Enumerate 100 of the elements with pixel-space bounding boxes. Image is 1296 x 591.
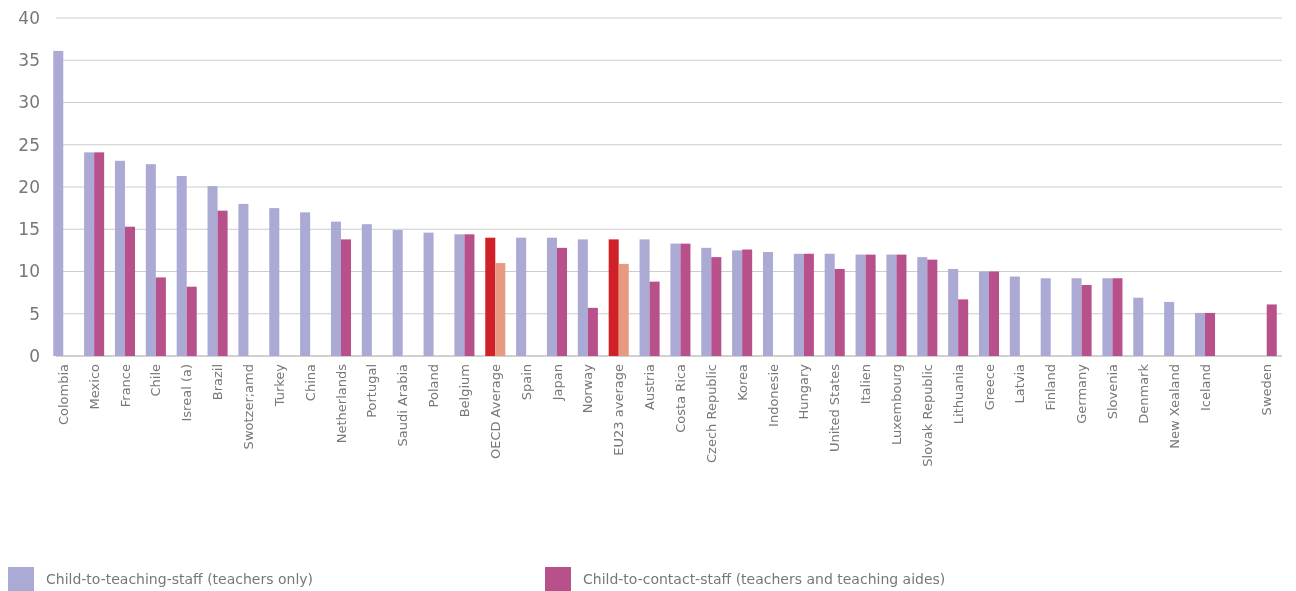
- y-tick-label: 0: [29, 345, 40, 366]
- bar: [176, 176, 187, 356]
- bar: [1133, 297, 1144, 356]
- y-tick-label: 15: [18, 219, 40, 240]
- x-tick-label: OECD Average: [487, 364, 503, 460]
- bar: [649, 281, 660, 356]
- x-tick-label: Greece: [981, 364, 997, 411]
- x-tick-label: Portugal: [364, 364, 380, 418]
- bar: [680, 243, 691, 356]
- bar: [701, 247, 712, 356]
- x-tick-label: Poland: [426, 364, 442, 408]
- bar: [423, 232, 434, 356]
- bar: [1164, 301, 1175, 356]
- bar: [834, 268, 845, 356]
- bar: [762, 252, 773, 356]
- bar: [865, 254, 876, 356]
- bar: [94, 152, 105, 356]
- x-tick-label: Japan: [549, 364, 565, 402]
- bar: [1205, 312, 1216, 356]
- y-tick-label: 30: [18, 92, 40, 113]
- x-tick-label: Indonesie: [765, 364, 781, 427]
- bar: [927, 259, 938, 356]
- x-tick-label: Isreal (a): [179, 364, 195, 422]
- legend-label: Child-to-teaching-staff (teachers only): [46, 570, 314, 587]
- x-tick-label: Norway: [580, 363, 596, 414]
- bar: [300, 212, 311, 356]
- x-tick-label: France: [117, 364, 133, 408]
- y-tick-label: 40: [18, 7, 40, 28]
- x-tick-label: Brazil: [210, 364, 226, 401]
- bar: [886, 254, 897, 356]
- x-tick-label: Netherlands: [333, 363, 349, 444]
- x-tick-label: Spain: [518, 364, 534, 401]
- x-tick-label: New Xealand: [1166, 364, 1182, 449]
- bar: [186, 286, 197, 356]
- bar: [361, 224, 372, 356]
- bar: [742, 249, 753, 356]
- x-tick-label: Costa Rica: [672, 364, 688, 433]
- x-tick-label: Germany: [1074, 363, 1090, 424]
- bar: [238, 203, 249, 356]
- bar: [948, 268, 959, 356]
- x-tick-label: Belgium: [456, 364, 472, 418]
- bar: [618, 263, 629, 356]
- bar: [803, 253, 814, 356]
- bar: [1040, 278, 1051, 356]
- bar: [84, 152, 95, 356]
- x-tick-label: Chile: [148, 364, 164, 397]
- y-tick-label: 20: [18, 176, 40, 197]
- x-tick-label: Austria: [642, 364, 658, 410]
- bar: [124, 226, 136, 356]
- bar: [1081, 285, 1092, 356]
- x-tick-label: Mexico: [86, 363, 102, 410]
- bar: [557, 247, 568, 356]
- x-tick-label: Slovenia: [1104, 364, 1120, 420]
- bar: [340, 239, 352, 356]
- bar: [546, 237, 557, 356]
- bar: [855, 254, 866, 356]
- x-tick-label: Hungary: [796, 363, 812, 420]
- y-tick-label: 10: [18, 261, 40, 282]
- y-tick-label: 5: [29, 303, 40, 324]
- bar: [392, 230, 403, 356]
- bar: [1194, 312, 1206, 356]
- bar: [958, 299, 969, 356]
- x-tick-label: China: [302, 364, 318, 402]
- bar: [207, 186, 218, 356]
- bar: [114, 160, 125, 356]
- bar: [454, 234, 465, 356]
- x-tick-label: Luxembourg: [888, 364, 904, 446]
- bar: [587, 307, 598, 356]
- x-tick-label: Sweden: [1259, 364, 1275, 416]
- x-tick-label: Czech Republic: [703, 364, 719, 463]
- bar: [670, 243, 681, 356]
- bar: [989, 271, 1000, 356]
- bar: [1112, 278, 1123, 356]
- x-tick-label: Iceland: [1197, 364, 1213, 412]
- bar: [485, 237, 496, 356]
- bar: [608, 239, 619, 356]
- bar: [824, 253, 835, 356]
- x-tick-label: Lithuania: [950, 364, 966, 425]
- x-tick-label: EU23 average: [611, 364, 627, 456]
- bar: [793, 253, 804, 356]
- bar: [711, 257, 722, 356]
- x-tick-label: Latvia: [1012, 364, 1028, 404]
- x-tick-label: Denmark: [1135, 363, 1151, 424]
- x-tick-label: United States: [827, 363, 843, 453]
- bar: [1071, 278, 1082, 356]
- x-tick-label: Slovak Republic: [919, 364, 935, 467]
- x-tick-label: Italien: [858, 364, 874, 405]
- x-tick-label: Swotzer;amd: [240, 364, 256, 450]
- bar: [217, 210, 228, 356]
- x-tick-label: Korea: [734, 364, 750, 401]
- bar: [330, 221, 341, 356]
- bar: [917, 257, 928, 356]
- bar: [639, 239, 650, 356]
- bar: [145, 164, 156, 356]
- bar: [978, 271, 990, 356]
- bar: [577, 239, 588, 356]
- bar: [269, 208, 280, 356]
- bar: [464, 234, 475, 356]
- bar: [516, 237, 527, 356]
- bar: [732, 250, 743, 356]
